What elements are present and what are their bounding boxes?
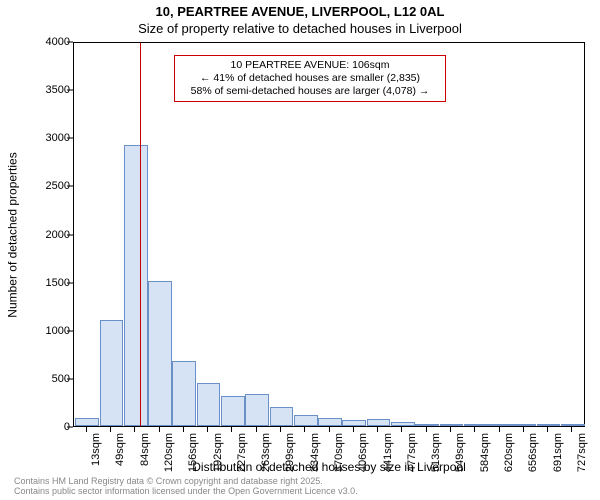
histogram-bar — [415, 424, 439, 426]
histogram-bar — [464, 424, 488, 426]
plot-area: 10 PEARTREE AVENUE: 106sqm← 41% of detac… — [73, 42, 585, 427]
x-tick-mark — [523, 426, 524, 432]
histogram-bar — [294, 415, 318, 426]
chart-container: 10, PEARTREE AVENUE, LIVERPOOL, L12 0AL … — [0, 0, 600, 500]
histogram-bar — [367, 419, 391, 426]
chart-title-main: 10, PEARTREE AVENUE, LIVERPOOL, L12 0AL — [0, 4, 600, 19]
x-tick-mark — [450, 426, 451, 432]
annotation-box: 10 PEARTREE AVENUE: 106sqm← 41% of detac… — [174, 55, 446, 102]
y-tick-mark — [67, 234, 73, 235]
y-tick-mark — [67, 186, 73, 187]
x-axis-label: Distribution of detached houses by size … — [73, 460, 585, 474]
histogram-bar — [148, 281, 172, 426]
x-tick-mark — [183, 426, 184, 432]
y-tick-mark — [67, 330, 73, 331]
x-tick-mark — [547, 426, 548, 432]
y-tick-mark — [67, 427, 73, 428]
histogram-bar — [197, 383, 221, 426]
histogram-bar — [221, 396, 245, 426]
x-tick-mark — [571, 426, 572, 432]
annotation-line: ← 41% of detached houses are smaller (2,… — [181, 72, 439, 85]
x-tick-mark — [401, 426, 402, 432]
x-tick-mark — [474, 426, 475, 432]
x-tick-mark — [110, 426, 111, 432]
histogram-bar — [440, 424, 464, 426]
annotation-line: 10 PEARTREE AVENUE: 106sqm — [181, 59, 439, 72]
x-tick-mark — [134, 426, 135, 432]
histogram-bar — [124, 145, 148, 426]
histogram-bar — [318, 418, 342, 426]
chart-title-sub: Size of property relative to detached ho… — [0, 21, 600, 36]
x-tick-mark — [280, 426, 281, 432]
x-tick-mark — [377, 426, 378, 432]
y-axis-label: Number of detached properties — [6, 42, 20, 427]
reference-line — [140, 43, 141, 426]
y-tick-mark — [67, 138, 73, 139]
y-tick-mark — [67, 42, 73, 43]
x-tick-mark — [159, 426, 160, 432]
histogram-bar — [270, 407, 294, 426]
histogram-bar — [488, 424, 512, 426]
histogram-bar — [391, 422, 415, 426]
histogram-bar — [561, 424, 585, 426]
histogram-bar — [512, 424, 536, 426]
x-tick-mark — [207, 426, 208, 432]
x-tick-mark — [353, 426, 354, 432]
y-tick-mark — [67, 282, 73, 283]
x-tick-mark — [499, 426, 500, 432]
histogram-bar — [75, 418, 99, 426]
histogram-bar — [172, 361, 196, 426]
histogram-bar — [537, 424, 561, 426]
chart-footer: Contains HM Land Registry data © Crown c… — [14, 476, 358, 497]
x-tick-mark — [329, 426, 330, 432]
annotation-line: 58% of semi-detached houses are larger (… — [181, 85, 439, 98]
histogram-bar — [100, 320, 124, 426]
footer-line-2: Contains public sector information licen… — [14, 486, 358, 496]
y-tick-mark — [67, 90, 73, 91]
x-tick-mark — [304, 426, 305, 432]
x-tick-mark — [231, 426, 232, 432]
footer-line-1: Contains HM Land Registry data © Crown c… — [14, 476, 358, 486]
histogram-bar — [342, 420, 366, 426]
x-tick-mark — [86, 426, 87, 432]
x-tick-mark — [256, 426, 257, 432]
histogram-bar — [245, 394, 269, 426]
y-tick-mark — [67, 378, 73, 379]
x-tick-mark — [426, 426, 427, 432]
